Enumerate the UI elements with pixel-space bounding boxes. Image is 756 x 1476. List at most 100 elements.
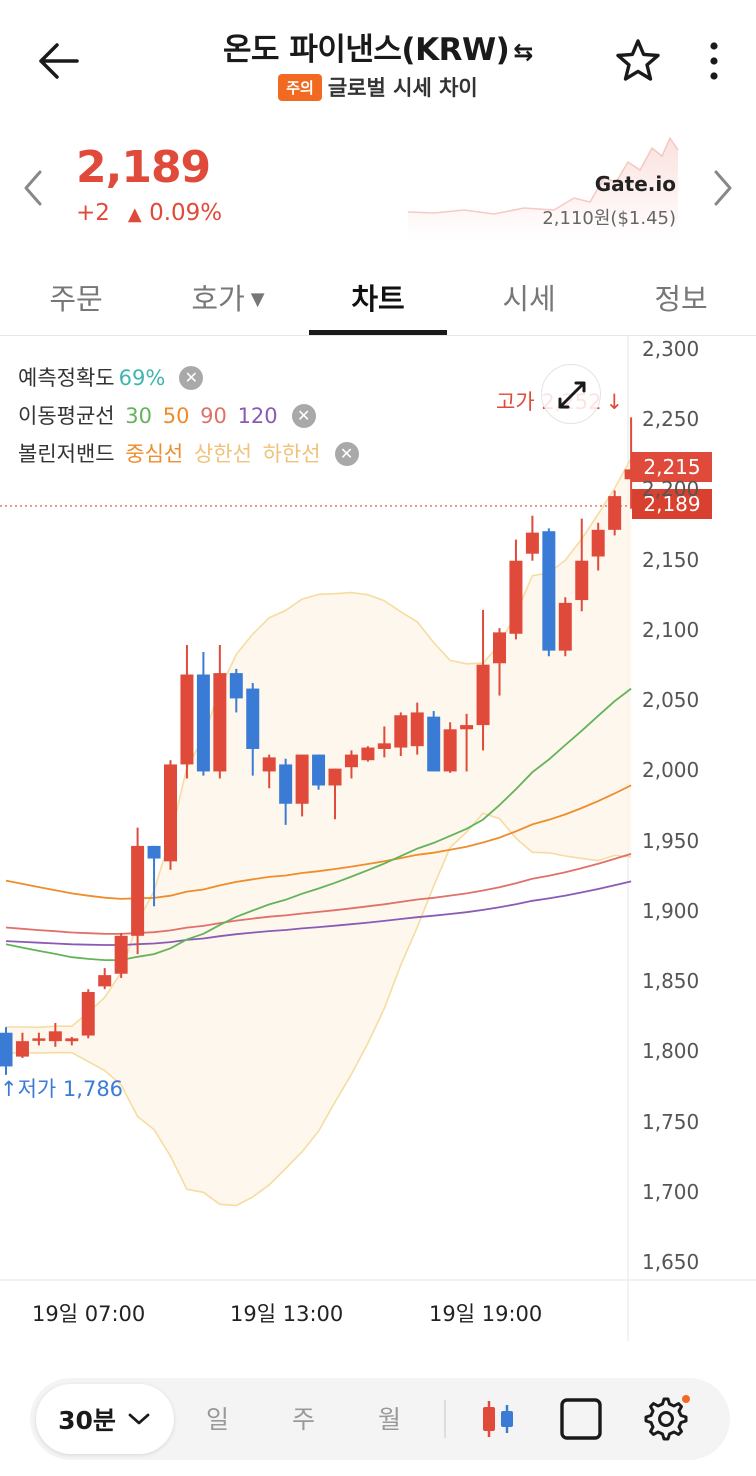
candle-body — [608, 496, 622, 530]
y-tick-label: 1,850 — [642, 969, 700, 994]
period-day[interactable]: 일 — [206, 1405, 230, 1434]
chart-toolbar: 30분 일 주 월 — [30, 1378, 730, 1460]
candle-body — [180, 674, 194, 765]
candle-body — [164, 764, 177, 862]
tab-bar: 주문 호가 ▼ 차트 시세 정보 — [0, 258, 756, 336]
caret-down-icon: ▼ — [250, 289, 265, 310]
candle-body — [15, 1041, 29, 1057]
y-tick-label: 2,100 — [642, 617, 700, 642]
candle-body — [344, 754, 358, 768]
favorite-star-icon[interactable] — [612, 36, 664, 86]
more-menu-icon[interactable] — [696, 36, 732, 86]
bollinger-lower-line — [6, 812, 632, 1207]
legend-bb-label: 볼린저밴드 — [18, 442, 115, 466]
y-tick-label: 2,150 — [642, 547, 700, 572]
candle-body — [0, 1032, 13, 1067]
legend-ma-90: 90 — [200, 404, 227, 428]
x-tick-label: 19일 13:00 — [230, 1302, 344, 1326]
candlestick-chart[interactable] — [0, 336, 756, 1346]
tab-info[interactable]: 정보 — [654, 282, 708, 316]
tab-orderbook-label: 호가 — [191, 282, 245, 316]
legend-ma-50: 50 — [162, 404, 190, 428]
header: 온도 파이낸스(KRW) ⇆ 주의 글로벌 시세 차이 — [0, 0, 756, 120]
candle-body — [624, 469, 638, 480]
candle-body — [312, 754, 326, 786]
candle-body — [542, 531, 556, 651]
ma-120-line — [5, 880, 632, 946]
coin-name: 온도 파이낸스(KRW) — [223, 32, 510, 68]
legend-bollinger: 볼린저밴드 중심선 상한선 하한선 ✕ — [18, 438, 363, 468]
legend-bb-upper: 상한선 — [193, 442, 252, 466]
legend-bb-mid: 중심선 — [125, 442, 184, 466]
interval-label: 30분 — [58, 1406, 116, 1435]
back-arrow-icon[interactable] — [30, 36, 86, 86]
ma-50-line — [5, 784, 632, 900]
y-tick-label: 2,200 — [642, 477, 700, 502]
tab-order[interactable]: 주문 — [49, 282, 103, 316]
chevron-down-icon — [128, 1413, 150, 1425]
candle-body — [262, 757, 276, 772]
candle-body — [229, 673, 243, 699]
legend-ma-30: 30 — [125, 404, 153, 428]
candle-body — [476, 664, 490, 726]
settings-gear-icon[interactable] — [640, 1395, 690, 1443]
remove-accuracy-close-icon[interactable]: ✕ — [179, 366, 204, 390]
active-tab-indicator — [309, 330, 447, 335]
change-amount: +2 — [76, 200, 110, 226]
page-title: 온도 파이낸스(KRW) ⇆ — [0, 24, 756, 69]
remove-ma-close-icon[interactable]: ✕ — [291, 404, 316, 428]
candle-body — [246, 688, 260, 749]
candle-body — [328, 768, 342, 786]
fullscreen-expand-icon[interactable] — [541, 364, 601, 424]
price-chart[interactable]: 예측정확도 69% ✕ 이동평균선 30 50 90 120 ✕ 볼린저밴드 중심선 … — [0, 336, 756, 1346]
tab-chart[interactable]: 차트 — [351, 282, 405, 316]
sparkline-chart — [407, 136, 679, 240]
legend-accuracy-value: 69% — [118, 366, 166, 390]
candle-body — [196, 674, 210, 772]
y-tick-label: 1,900 — [642, 898, 700, 923]
remove-bb-close-icon[interactable]: ✕ — [334, 442, 359, 466]
candle-body — [410, 712, 424, 747]
toolbar-divider — [444, 1400, 446, 1438]
market-warning[interactable]: 주의 글로벌 시세 차이 — [0, 72, 756, 102]
price-summary: 2,189 +2 ▲ 0.09% Gate.io 2,110원($1.45) — [0, 130, 756, 250]
period-week[interactable]: 주 — [292, 1405, 316, 1434]
swap-icon[interactable]: ⇆ — [513, 38, 533, 66]
candle-body — [558, 602, 572, 651]
current-price-tag: 2,189 — [632, 489, 712, 519]
tab-market-price[interactable]: 시세 — [502, 282, 556, 316]
candle-body — [48, 1031, 62, 1042]
candle-body — [591, 529, 605, 557]
candle-body — [460, 725, 474, 730]
candle-body — [147, 845, 161, 859]
low-price-text: 저가 1,786 — [17, 1077, 124, 1101]
legend-ma-120: 120 — [237, 404, 278, 428]
legend-accuracy-label: 예측정확도 — [18, 366, 115, 390]
tab-orderbook[interactable]: 호가 ▼ — [180, 276, 276, 318]
prev-coin-chevron-icon[interactable] — [18, 166, 50, 210]
exchange-price: 2,110원($1.45) — [542, 208, 676, 229]
candle-body — [114, 935, 128, 974]
y-tick-label: 1,950 — [642, 828, 700, 853]
period-month[interactable]: 월 — [378, 1405, 402, 1434]
candle-body — [427, 716, 441, 772]
warning-badge: 주의 — [278, 74, 322, 101]
interval-selector[interactable]: 30분 — [36, 1384, 174, 1454]
candle-body — [295, 754, 309, 804]
price-change: +2 ▲ 0.09% — [76, 200, 222, 226]
current-price: 2,189 — [76, 142, 211, 193]
y-tick-label: 2,000 — [642, 758, 700, 783]
candle-body — [213, 673, 227, 772]
change-percent: 0.09% — [149, 200, 223, 226]
bollinger-band-fill — [6, 458, 632, 1206]
x-tick-label: 19일 07:00 — [32, 1302, 146, 1326]
y-tick-label: 2,050 — [642, 688, 700, 713]
y-tick-label: 2,300 — [642, 337, 700, 361]
square-layout-icon[interactable] — [557, 1395, 605, 1443]
candlestick-type-icon[interactable] — [474, 1395, 522, 1443]
next-coin-chevron-icon[interactable] — [706, 166, 738, 210]
up-triangle-icon: ▲ — [127, 204, 142, 225]
y-tick-label: 1,650 — [642, 1250, 700, 1275]
candle-body — [32, 1038, 46, 1041]
y-tick-label: 2,250 — [642, 407, 700, 432]
